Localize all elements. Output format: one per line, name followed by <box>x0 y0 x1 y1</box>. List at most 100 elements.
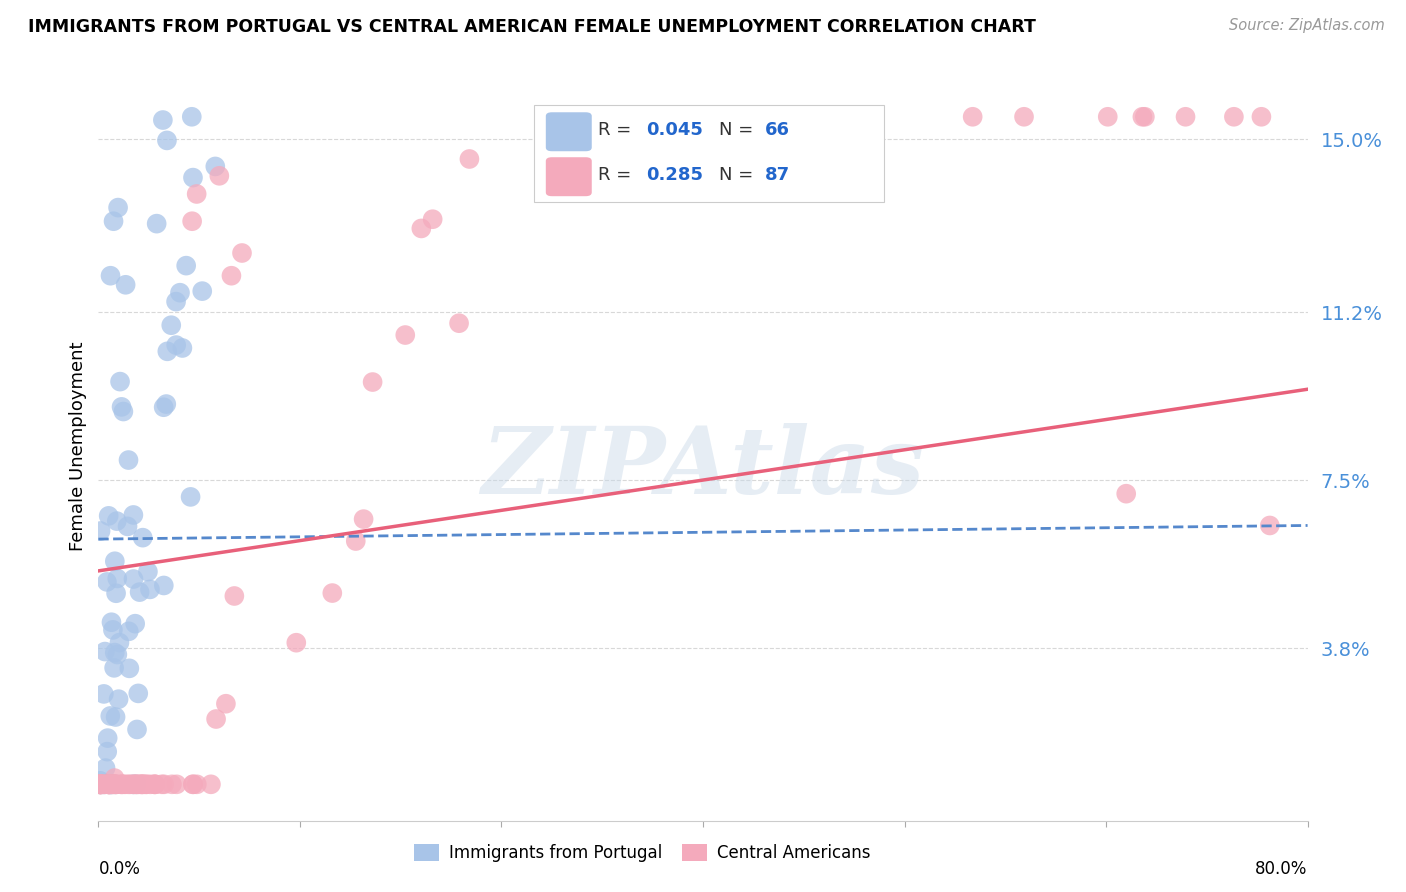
Point <box>93 777 115 791</box>
Point <box>671 110 693 124</box>
Point <box>1250 110 1272 124</box>
Point <box>103 771 125 785</box>
Point <box>145 217 167 231</box>
FancyBboxPatch shape <box>546 112 592 152</box>
Point <box>152 401 174 415</box>
Point <box>208 169 231 183</box>
Point <box>595 110 617 124</box>
Point <box>97 508 120 523</box>
Point <box>458 152 481 166</box>
Point <box>114 277 136 292</box>
Point <box>132 531 155 545</box>
Point <box>96 574 118 589</box>
Point <box>962 110 984 124</box>
Point <box>422 212 444 227</box>
Point <box>122 572 145 586</box>
Point <box>165 294 187 309</box>
Point <box>204 160 226 174</box>
Point <box>101 623 124 637</box>
Point <box>117 519 139 533</box>
Point <box>122 508 145 522</box>
Point <box>321 586 343 600</box>
Point <box>134 777 156 791</box>
Point <box>727 110 749 124</box>
Point <box>394 328 416 343</box>
Point <box>150 777 173 791</box>
Point <box>143 777 166 791</box>
Point <box>344 534 367 549</box>
Point <box>93 687 115 701</box>
Point <box>1223 110 1246 124</box>
Point <box>169 285 191 300</box>
Point <box>90 777 112 791</box>
Point <box>104 646 127 660</box>
Point <box>838 110 860 124</box>
Point <box>361 375 384 389</box>
Point <box>89 777 111 791</box>
Point <box>181 777 204 791</box>
Point <box>90 524 112 538</box>
Text: 0.285: 0.285 <box>647 166 703 185</box>
Point <box>98 709 121 723</box>
Point <box>165 338 187 352</box>
Legend: Immigrants from Portugal, Central Americans: Immigrants from Portugal, Central Americ… <box>408 837 877 869</box>
Point <box>139 777 162 791</box>
Point <box>181 170 204 185</box>
Point <box>100 268 122 283</box>
Point <box>101 777 124 791</box>
Point <box>100 777 122 791</box>
Point <box>107 201 129 215</box>
Point <box>143 777 166 791</box>
Point <box>131 777 153 791</box>
Point <box>89 777 111 791</box>
Point <box>103 661 125 675</box>
Point <box>156 344 179 359</box>
Point <box>100 777 122 791</box>
Point <box>105 648 128 662</box>
Point <box>97 777 120 791</box>
Text: N =: N = <box>718 121 759 139</box>
Point <box>110 400 132 414</box>
Point <box>97 777 120 791</box>
Point <box>128 777 150 791</box>
Text: R =: R = <box>598 121 637 139</box>
Point <box>122 777 145 791</box>
Point <box>1174 110 1197 124</box>
Point <box>127 777 149 791</box>
Point <box>1132 110 1154 124</box>
Point <box>101 777 124 791</box>
Point <box>191 284 214 298</box>
Point <box>89 777 111 791</box>
Point <box>1115 486 1137 500</box>
Point <box>98 777 121 791</box>
Text: 0.045: 0.045 <box>647 121 703 139</box>
Point <box>1097 110 1119 124</box>
Point <box>105 777 128 791</box>
FancyBboxPatch shape <box>534 105 884 202</box>
Point <box>105 586 128 600</box>
Point <box>103 777 125 791</box>
Y-axis label: Female Unemployment: Female Unemployment <box>69 342 87 550</box>
Point <box>122 777 145 791</box>
Point <box>100 615 122 630</box>
Point <box>153 777 176 791</box>
Point <box>186 186 208 201</box>
Point <box>89 773 111 788</box>
Point <box>110 777 132 791</box>
Point <box>180 490 202 504</box>
Point <box>94 761 117 775</box>
Point <box>160 777 183 791</box>
Point <box>104 710 127 724</box>
Point <box>637 110 659 124</box>
Point <box>98 777 121 791</box>
Point <box>114 777 136 791</box>
Point <box>122 777 145 791</box>
Point <box>155 397 177 411</box>
Point <box>89 777 111 791</box>
Point <box>737 110 759 124</box>
Point <box>105 514 128 528</box>
Point <box>174 259 197 273</box>
Point <box>156 133 179 147</box>
Point <box>152 113 174 128</box>
Point <box>91 777 114 791</box>
